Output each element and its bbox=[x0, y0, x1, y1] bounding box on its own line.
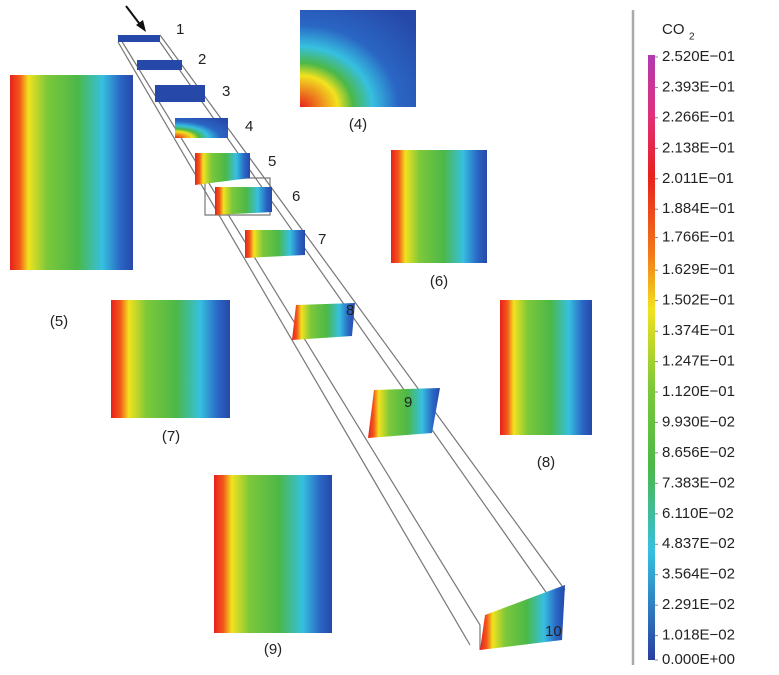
panel-image bbox=[391, 150, 487, 263]
panel-image bbox=[214, 475, 332, 633]
colorbar-tick-label: 6.110E−02 bbox=[662, 505, 734, 522]
colorbar-tick-label: 2.291E−02 bbox=[662, 596, 735, 613]
colorbar-tick-label: 2.138E−01 bbox=[662, 139, 735, 156]
colorbar-tick-label: 2.266E−01 bbox=[662, 109, 735, 126]
colorbar-tick-label: 2.520E−01 bbox=[662, 48, 735, 65]
colorbar-tick-label: 1.018E−02 bbox=[662, 627, 735, 644]
section-label: 2 bbox=[198, 51, 206, 68]
panel-label: (6) bbox=[430, 273, 448, 290]
panel-label: (7) bbox=[162, 428, 180, 445]
section-label: 4 bbox=[245, 118, 253, 135]
arrow-head bbox=[136, 20, 146, 32]
panel-label: (8) bbox=[537, 454, 555, 471]
colorbar-tick-label: 2.011E−01 bbox=[662, 170, 734, 187]
colorbar-tick-label: 1.629E−01 bbox=[662, 261, 735, 278]
colorbar-tick-label: 4.837E−02 bbox=[662, 535, 735, 552]
slices bbox=[118, 35, 565, 650]
colorbar-title-subscript: 2 bbox=[689, 32, 695, 43]
panel-label: (9) bbox=[264, 641, 282, 658]
panel-image bbox=[10, 75, 133, 270]
colorbar-tick-label: 1.766E−01 bbox=[662, 228, 735, 245]
colorbar-tick-label: 0.000E+00 bbox=[662, 651, 735, 668]
panel-image bbox=[111, 300, 230, 418]
section-label: 6 bbox=[292, 188, 300, 205]
section-label: 3 bbox=[222, 83, 230, 100]
section-label: 10 bbox=[545, 623, 562, 640]
colorbar-tick-label: 1.120E−01 bbox=[662, 383, 735, 400]
colorbar-tick-label: 7.383E−02 bbox=[662, 474, 735, 491]
colorbar-tick-label: 1.247E−01 bbox=[662, 353, 735, 370]
colorbar-tick-label: 8.656E−02 bbox=[662, 444, 735, 461]
colorbar-tick-label: 1.502E−01 bbox=[662, 292, 735, 309]
panel-label: (5) bbox=[50, 313, 68, 330]
colorbar-tick-label: 1.374E−01 bbox=[662, 322, 735, 339]
panel-image bbox=[500, 300, 592, 435]
panel-image bbox=[300, 10, 416, 107]
colorbar-title: CO bbox=[662, 21, 685, 38]
colorbar-tick-label: 3.564E−02 bbox=[662, 566, 735, 583]
section-label: 5 bbox=[268, 153, 276, 170]
section-label: 8 bbox=[346, 302, 354, 319]
colorbar bbox=[648, 55, 655, 660]
section-label: 9 bbox=[404, 394, 412, 411]
colorbar-tick-label: 2.393E−01 bbox=[662, 78, 735, 95]
section-label: 1 bbox=[176, 21, 184, 38]
colorbar-tick-label: 1.884E−01 bbox=[662, 200, 735, 217]
panel-label: (4) bbox=[349, 116, 367, 133]
colorbar-tick-label: 9.930E−02 bbox=[662, 413, 735, 430]
section-label: 7 bbox=[318, 231, 326, 248]
